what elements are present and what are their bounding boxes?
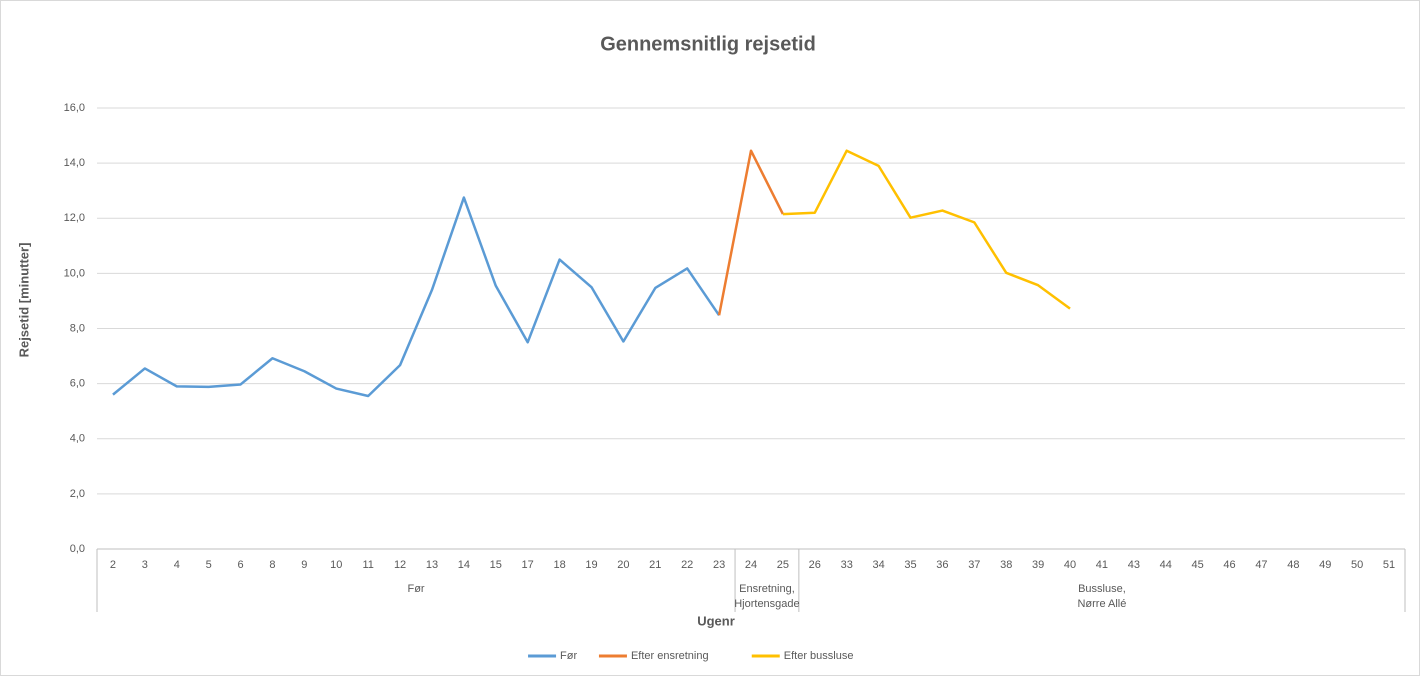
x-tick-label: 49 — [1319, 559, 1331, 571]
y-tick-label: 16,0 — [64, 102, 85, 114]
x-tick-label: 26 — [809, 559, 821, 571]
x-tick-label: 44 — [1160, 559, 1172, 571]
x-tick-label: 2 — [110, 559, 116, 571]
group-label: Før — [407, 583, 424, 595]
x-tick-label: 11 — [362, 559, 373, 571]
x-tick-label: 35 — [904, 559, 916, 571]
series-line — [717, 149, 785, 316]
y-tick-label: 4,0 — [70, 433, 85, 445]
x-tick-label: 19 — [585, 559, 597, 571]
x-tick-label: 47 — [1255, 559, 1267, 571]
x-tick-label: 20 — [617, 559, 629, 571]
series-line — [782, 149, 1071, 310]
x-tick-label: 37 — [968, 559, 980, 571]
chart-title: Gennemsnitlig rejsetid — [600, 33, 816, 55]
y-tick-label: 14,0 — [64, 157, 85, 169]
x-tick-label: 51 — [1383, 559, 1395, 571]
x-tick-label: 18 — [553, 559, 565, 571]
x-tick-label: 5 — [206, 559, 212, 571]
x-tick-label: 36 — [936, 559, 948, 571]
x-tick-label: 3 — [142, 559, 148, 571]
y-tick-label: 12,0 — [64, 212, 85, 224]
x-tick-label: 25 — [777, 559, 789, 571]
y-tick-label: 8,0 — [70, 322, 85, 334]
x-tick-label: 14 — [458, 559, 470, 571]
group-label: Ensretning, — [739, 583, 795, 595]
legend-label: Efter ensretning — [631, 650, 709, 662]
x-tick-label: 50 — [1351, 559, 1363, 571]
x-tick-label: 21 — [649, 559, 661, 571]
x-tick-label: 6 — [237, 559, 243, 571]
x-tick-label: 45 — [1192, 559, 1204, 571]
x-tick-label: 40 — [1064, 559, 1076, 571]
legend-label: Efter bussluse — [784, 650, 854, 662]
x-tick-label: 4 — [174, 559, 180, 571]
legend-label: Før — [560, 650, 577, 662]
group-label: Hjortensgade — [734, 598, 799, 610]
series-line — [112, 196, 721, 398]
x-tick-label: 24 — [745, 559, 757, 571]
x-tick-label: 13 — [426, 559, 438, 571]
x-tick-label: 17 — [522, 559, 534, 571]
x-tick-label: 15 — [490, 559, 502, 571]
x-tick-label: 38 — [1000, 559, 1012, 571]
x-tick-label: 9 — [301, 559, 307, 571]
y-tick-label: 0,0 — [70, 543, 85, 555]
y-tick-label: 10,0 — [64, 267, 85, 279]
group-label: Bussluse, — [1078, 583, 1126, 595]
y-axis-label: Rejsetid [minutter] — [16, 243, 31, 358]
y-tick-label: 6,0 — [70, 378, 85, 390]
x-tick-label: 10 — [330, 559, 342, 571]
x-axis-label: Ugenr — [697, 613, 735, 628]
x-tick-label: 48 — [1287, 559, 1299, 571]
x-tick-label: 23 — [713, 559, 725, 571]
x-tick-label: 43 — [1128, 559, 1140, 571]
x-tick-label: 8 — [269, 559, 275, 571]
x-tick-label: 12 — [394, 559, 406, 571]
x-tick-label: 34 — [872, 559, 884, 571]
group-label: Nørre Allé — [1077, 598, 1126, 610]
y-tick-label: 2,0 — [70, 488, 85, 500]
x-tick-label: 41 — [1096, 559, 1108, 571]
x-tick-label: 39 — [1032, 559, 1044, 571]
x-tick-label: 33 — [841, 559, 853, 571]
x-tick-label: 22 — [681, 559, 693, 571]
x-tick-label: 46 — [1223, 559, 1235, 571]
